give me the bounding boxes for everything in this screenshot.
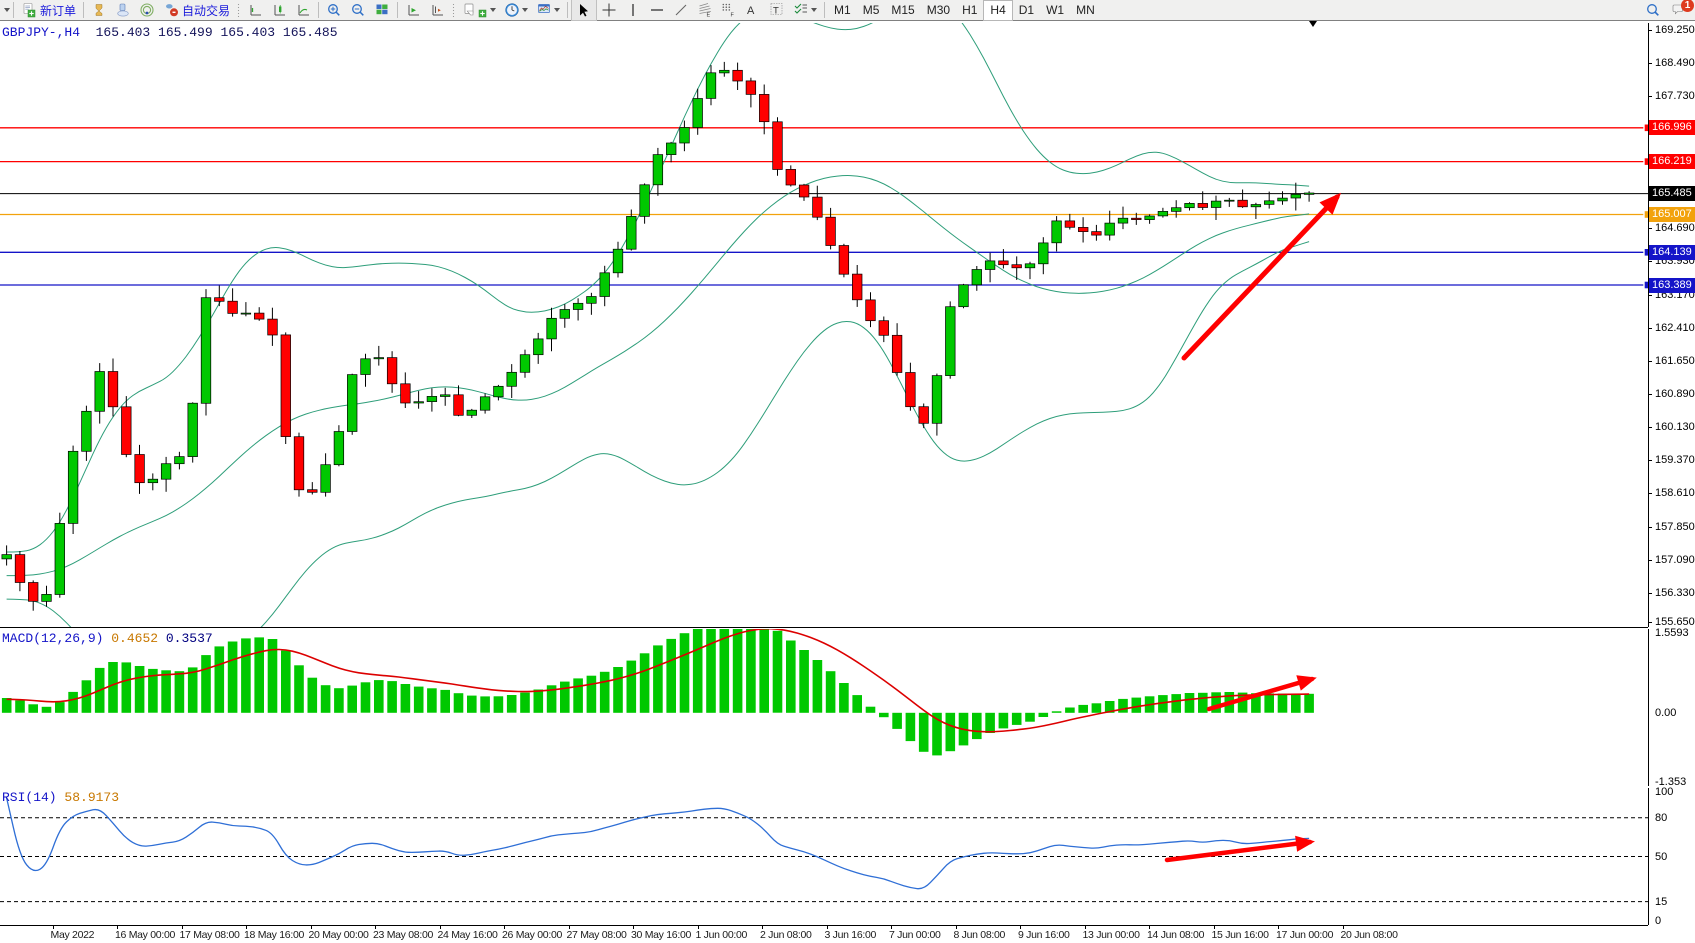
svg-text:T: T bbox=[773, 6, 779, 17]
svg-text:E: E bbox=[707, 13, 711, 19]
svg-text:F: F bbox=[731, 13, 735, 19]
svg-text:A: A bbox=[747, 5, 755, 17]
